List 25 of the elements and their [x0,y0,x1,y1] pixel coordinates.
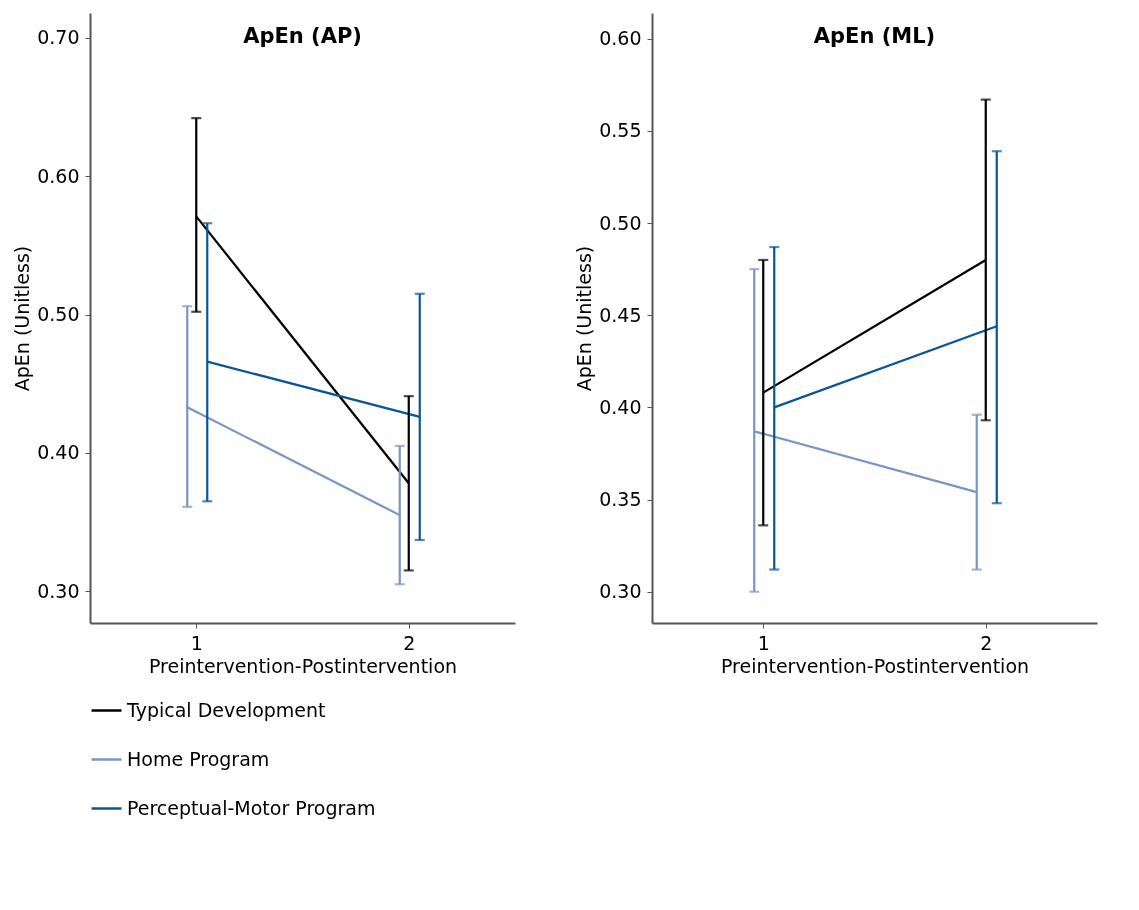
y-tick-label: 0.60 [37,164,80,187]
x-axis-title: Preintervention-Postintervention [148,654,458,677]
text: ApEn (AP) [243,24,362,48]
text: ApEn (ML) [813,24,936,48]
y-tick-label: 0.55 [599,119,642,142]
x-axis-title: Preintervention-Postintervention [720,654,1030,677]
y-tick-label: 0.40 [37,441,80,464]
y-tick-label: 0.70 [37,26,80,49]
y-tick-label: 0.30 [37,579,80,602]
legend-label: Home Program [127,747,270,770]
legend-label: Perceptual-Motor Program [127,796,376,819]
x-tick-label: 1 [757,631,770,654]
y-tick-label: 0.60 [599,27,642,50]
x-tick-label: 2 [403,631,416,654]
y-axis-title: ApEn (Unitless) [11,245,34,392]
x-tick-label: 2 [980,631,993,654]
y-tick-label: 0.50 [599,211,642,234]
y-axis-title: ApEn (Unitless) [573,245,596,392]
y-tick-label: 0.30 [599,580,642,603]
x-tick-label: 1 [190,631,203,654]
y-tick-label: 0.50 [37,303,80,326]
y-tick-label: 0.45 [599,303,642,326]
legend-label: Typical Development [126,698,326,721]
y-tick-label: 0.40 [599,395,642,418]
y-tick-label: 0.35 [599,488,642,511]
